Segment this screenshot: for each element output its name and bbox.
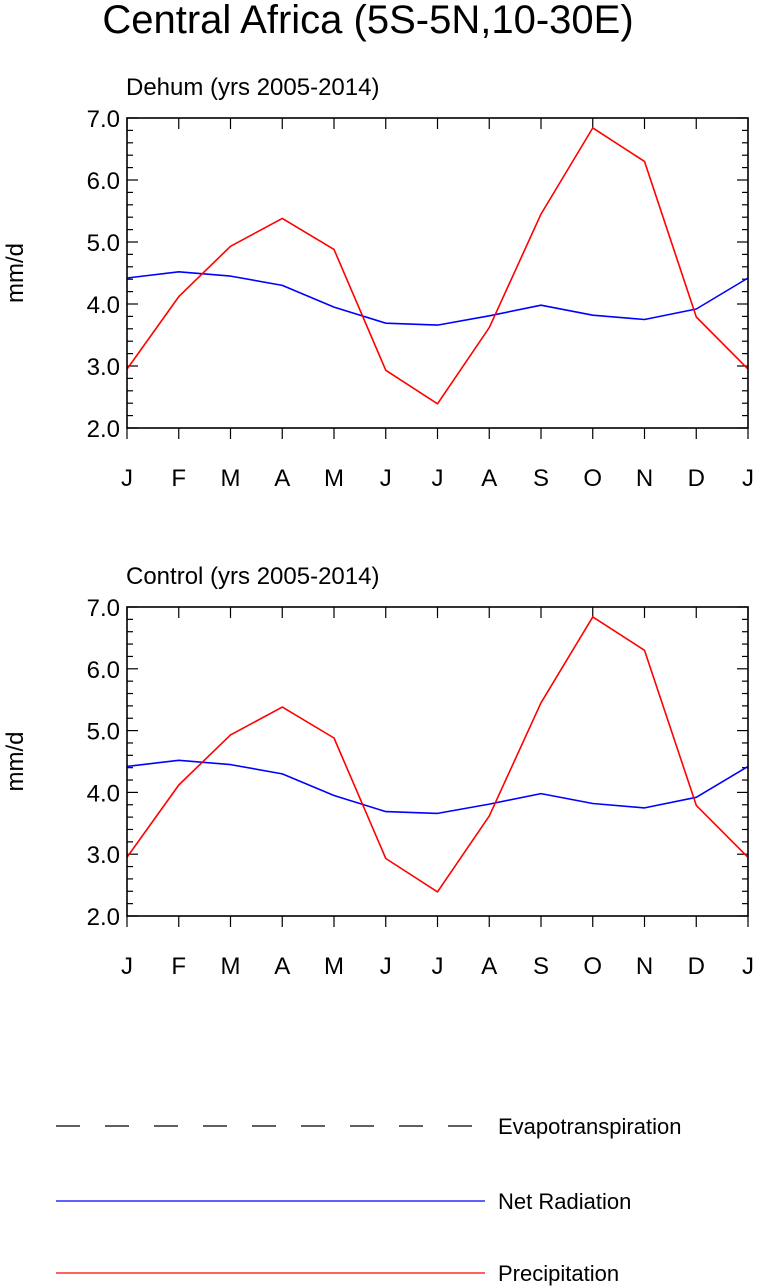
figure-title: Central Africa (5S-5N,10-30E) <box>102 0 633 42</box>
panel-subtitle: Control (yrs 2005-2014) <box>126 563 379 590</box>
x-tick-label: A <box>481 953 497 980</box>
x-tick-label: J <box>432 465 444 492</box>
x-tick-label: D <box>688 953 705 980</box>
y-tick-label: 4.0 <box>87 780 120 807</box>
legend-precipitation-label: Precipitation <box>498 1261 619 1286</box>
legend: Evapotranspiration Net Radiation Precipita… <box>56 1114 681 1286</box>
x-tick-label: M <box>221 465 241 492</box>
x-tick-label: N <box>636 953 653 980</box>
x-tick-label: J <box>742 465 754 492</box>
x-tick-label: J <box>432 953 444 980</box>
x-tick-label: J <box>121 953 133 980</box>
x-tick-label: O <box>583 953 602 980</box>
x-tick-label: S <box>533 953 549 980</box>
y-tick-label: 4.0 <box>87 292 120 319</box>
y-tick-label: 2.0 <box>87 904 120 931</box>
x-tick-label: J <box>380 953 392 980</box>
x-tick-label: F <box>171 465 186 492</box>
x-tick-label: M <box>221 953 241 980</box>
x-tick-label: J <box>121 465 133 492</box>
plot-frame <box>126 117 749 429</box>
panel-subtitle: Dehum (yrs 2005-2014) <box>126 74 379 101</box>
x-tick-label: A <box>481 465 497 492</box>
y-tick-label: 6.0 <box>87 168 120 195</box>
x-tick-label: N <box>636 465 653 492</box>
y-tick-label: 3.0 <box>87 354 120 381</box>
x-tick-label: S <box>533 465 549 492</box>
y-tick-label: 2.0 <box>87 416 120 443</box>
x-tick-label: O <box>583 465 602 492</box>
y-tick-label: 7.0 <box>87 595 120 622</box>
legend-net-radiation-label: Net Radiation <box>498 1189 631 1214</box>
y-tick-label: 7.0 <box>87 106 120 133</box>
x-tick-label: J <box>380 465 392 492</box>
legend-evapotranspiration-label: Evapotranspiration <box>498 1114 681 1139</box>
x-tick-label: A <box>274 465 290 492</box>
panel-control: Control (yrs 2005-2014) mm/d 2.0 3.0 4.0 5.0 6… <box>2 563 754 980</box>
series-precipitation-line <box>126 127 749 405</box>
y-tick-label: 5.0 <box>87 230 120 257</box>
plot-frame <box>126 606 749 917</box>
panel-dehum: Dehum (yrs 2005-2014) mm/d 2.0 3.0 4.0 5.0 6.0… <box>2 74 754 492</box>
series-precipitation-line <box>126 616 749 893</box>
series-net-radiation-line <box>126 759 749 815</box>
x-tick-label: J <box>742 953 754 980</box>
y-axis-label: mm/d <box>2 732 29 792</box>
x-tick-label: A <box>274 953 290 980</box>
y-axis-label: mm/d <box>2 243 29 303</box>
y-tick-label: 3.0 <box>87 842 120 869</box>
x-tick-label: M <box>324 465 344 492</box>
y-tick-label: 5.0 <box>87 719 120 746</box>
x-tick-label: D <box>688 465 705 492</box>
x-tick-label: M <box>324 953 344 980</box>
y-tick-label: 6.0 <box>87 657 120 684</box>
x-tick-label: F <box>171 953 186 980</box>
series-net-radiation-line <box>126 270 749 326</box>
